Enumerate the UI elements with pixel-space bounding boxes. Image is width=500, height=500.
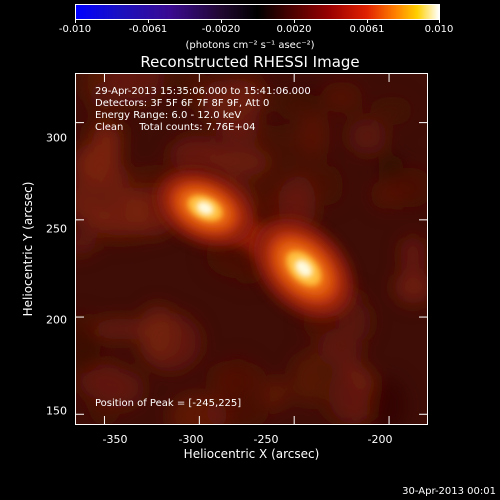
x-tick-label: -250 <box>253 433 279 446</box>
diffuse-patch <box>394 270 427 304</box>
diffuse-patch <box>90 318 152 340</box>
diffuse-patch <box>318 370 363 424</box>
diffuse-patch <box>278 174 316 233</box>
y-tick-label: 250 <box>46 222 67 236</box>
detectors: Detectors: 3F 5F 6F 7F 8F 9F, Att 0 <box>95 98 270 109</box>
diffuse-patch <box>104 74 166 105</box>
x-tick-label: -200 <box>367 433 393 446</box>
peak-position: Position of Peak = [-245,225] <box>95 398 242 409</box>
timestamp: 30-Apr-2013 00:01 <box>402 486 496 497</box>
diffuse-patch <box>139 304 177 362</box>
diffuse-patch <box>317 166 343 206</box>
colorbar-tick <box>75 20 76 23</box>
diffuse-patch <box>223 357 253 397</box>
colorbar-tick-label: -0.0020 <box>201 24 241 35</box>
diffuse-patch <box>400 236 426 272</box>
x-tick-label: -350 <box>102 433 128 446</box>
diffuse-patch <box>178 74 206 109</box>
plot-title: Reconstructed RHESSI Image <box>140 53 360 71</box>
emission-source <box>253 218 354 319</box>
diffuse-patch <box>321 81 363 113</box>
diffuse-patch <box>347 118 387 155</box>
source-peak <box>295 259 313 278</box>
diffuse-patch <box>371 96 413 126</box>
emission-sources <box>156 169 354 319</box>
colorbar-tick-label: 0.0020 <box>276 24 312 35</box>
time-range: 29-Apr-2013 15:35:06.000 to 15:41:06.000 <box>95 86 311 97</box>
diffuse-patch <box>76 234 99 255</box>
colorbar-units: (photons cm⁻² s⁻¹ asec⁻²) <box>185 40 315 51</box>
colorbar-tick <box>221 20 222 23</box>
diffuse-patch <box>76 325 104 374</box>
colorbar-tick <box>367 20 368 23</box>
rhessi-image <box>76 74 427 424</box>
image-plot: 29-Apr-2013 15:35:06.000 to 15:41:06.000… <box>75 73 428 425</box>
x-axis-label: Heliocentric X (arcsec) <box>183 447 320 461</box>
colorbar-tick-label: -0.010 <box>58 24 92 35</box>
diffuse-patch <box>210 146 269 178</box>
y-axis-label: Heliocentric Y (arcsec) <box>21 181 35 317</box>
diffuse-patch <box>101 170 130 208</box>
y-tick-label: 150 <box>46 404 67 418</box>
diffuse-patch <box>91 368 145 409</box>
colorbar-tick-label: 0.0061 <box>349 24 385 35</box>
colorbar-tick-label: -0.0061 <box>128 24 168 35</box>
colorbar-tick-label: 0.010 <box>424 24 454 35</box>
y-tick-label: 300 <box>46 131 67 145</box>
axis-ticks <box>76 74 427 424</box>
diffuse-patch <box>378 153 404 180</box>
diffuse-patch <box>366 376 408 424</box>
diffuse-patch <box>167 393 228 424</box>
energy-range: Energy Range: 6.0 - 12.0 keV <box>95 110 242 121</box>
diffuse-patch <box>274 92 316 117</box>
diffuse-patch <box>197 79 264 122</box>
x-tick-label: -300 <box>178 433 204 446</box>
diffuse-patch <box>263 377 289 410</box>
y-tick-label: 200 <box>46 313 67 327</box>
emission-source <box>156 169 254 247</box>
colorbar-tick <box>439 20 440 23</box>
diffuse-patch <box>290 351 325 405</box>
diffuse-patch <box>215 112 261 145</box>
diffuse-patch <box>370 179 406 210</box>
colorbar <box>75 4 440 20</box>
diffuse-patch <box>297 112 330 154</box>
colorbar-tick <box>294 20 295 23</box>
source-peak <box>196 201 214 215</box>
clean-total-counts: Clean Total counts: 7.76E+04 <box>95 122 256 133</box>
colorbar-tick <box>148 20 149 23</box>
